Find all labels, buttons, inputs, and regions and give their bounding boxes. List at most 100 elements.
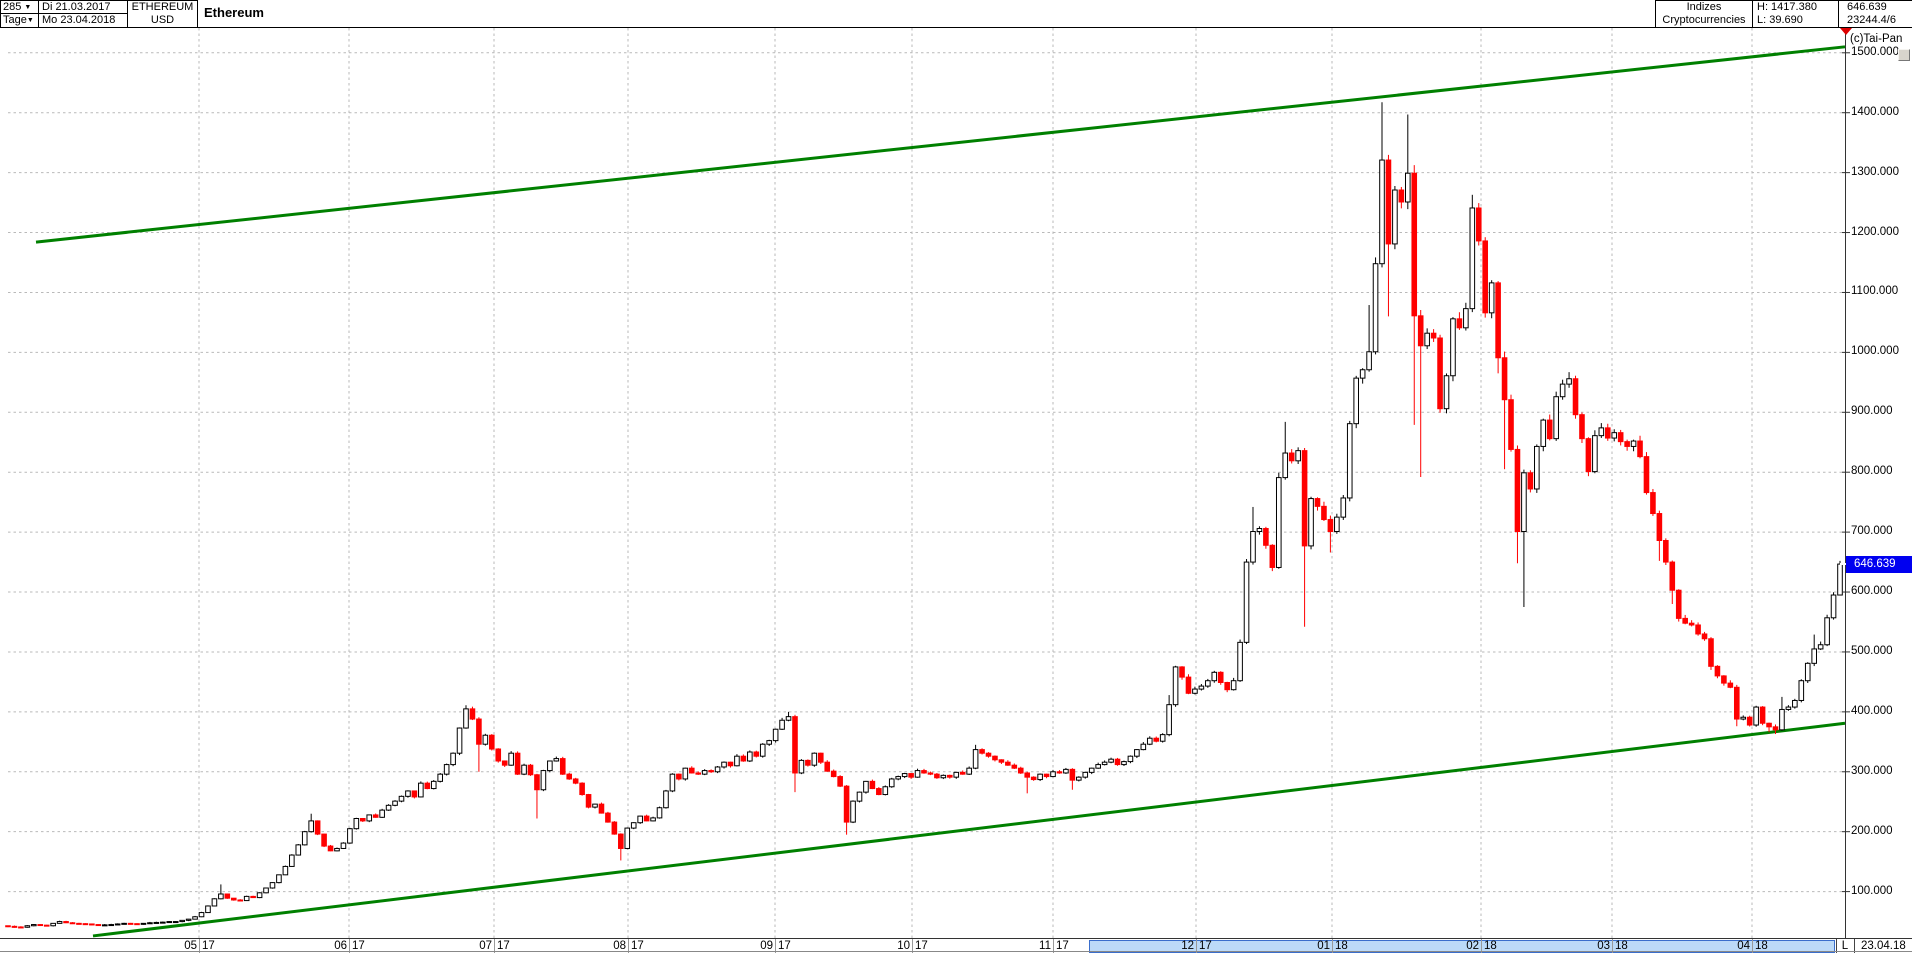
candle: [1637, 435, 1643, 459]
candle: [1824, 614, 1830, 647]
candle: [708, 769, 714, 773]
candle: [817, 752, 824, 764]
copyright-watermark: (c)Tai-Pan: [1850, 33, 1903, 45]
candle: [437, 773, 443, 783]
candle: [1366, 305, 1372, 372]
category-cell[interactable]: Indizes Cryptocurrencies: [1655, 0, 1752, 27]
candle: [721, 761, 727, 769]
candle: [618, 833, 624, 861]
candle: [863, 780, 869, 794]
candle: [843, 785, 850, 835]
x-axis-tick: [1332, 939, 1333, 953]
candle: [101, 924, 108, 927]
symbol-name: ETHEREUM: [131, 1, 194, 13]
candle: [31, 924, 37, 927]
y-axis-label: 800.000: [1851, 465, 1893, 478]
candle: [779, 717, 785, 730]
candle: [895, 775, 901, 781]
candle: [1553, 391, 1559, 441]
candle: [76, 922, 82, 925]
candle: [1701, 631, 1708, 641]
lower-channel-trendline[interactable]: [92, 721, 1846, 938]
last-price-value: 646.639: [1847, 1, 1887, 13]
candle: [1211, 670, 1218, 683]
candle: [1708, 637, 1714, 670]
symbol-currency: USD: [150, 14, 175, 26]
bars-count-dropdown[interactable]: 285 ▼: [3, 1, 38, 14]
candle: [1159, 733, 1166, 743]
candle: [1076, 776, 1082, 782]
y-axis-label: 500.000: [1851, 644, 1893, 657]
candle: [508, 751, 514, 766]
candle: [1688, 620, 1695, 627]
x-axis-month-label: 02: [1466, 940, 1479, 952]
x-axis-month-label: 05: [184, 940, 197, 952]
candle: [772, 728, 779, 743]
candle: [998, 759, 1005, 764]
candle: [1585, 437, 1592, 477]
candle: [798, 759, 805, 775]
x-axis-month-label: 11: [1039, 940, 1051, 952]
axis-corner-button[interactable]: [1898, 49, 1910, 61]
candle: [1411, 165, 1418, 425]
candle: [1205, 678, 1211, 688]
candle: [1385, 154, 1392, 317]
candle: [224, 893, 231, 899]
x-axis-tick: [628, 939, 629, 953]
x-axis-year-label: 17: [915, 940, 928, 952]
upper-channel-trendline[interactable]: [35, 45, 1846, 244]
candle: [1198, 684, 1205, 691]
period-dropdown[interactable]: Tage▼: [3, 14, 38, 27]
candle: [147, 921, 153, 925]
candle: [1308, 496, 1314, 550]
candle: [1766, 722, 1772, 733]
candle: [572, 777, 579, 785]
candle: [1069, 768, 1076, 790]
candle: [566, 772, 573, 780]
date-from: Di 21.03.2017: [42, 1, 111, 13]
candle: [1817, 641, 1824, 650]
candle: [476, 717, 482, 772]
candle: [1417, 310, 1424, 477]
x-axis-month-label: 10: [897, 940, 910, 952]
candle: [972, 744, 979, 770]
candle: [766, 739, 772, 746]
time-axis-separator: [1854, 939, 1855, 953]
candle: [727, 761, 734, 768]
candle: [134, 923, 140, 926]
candle: [1030, 776, 1037, 781]
candle: [1753, 705, 1759, 727]
candle: [747, 750, 753, 763]
candle: [605, 811, 611, 823]
low-value: L: 39.690: [1757, 14, 1803, 26]
candle: [1772, 724, 1779, 735]
candle: [1146, 736, 1153, 746]
x-axis-tick: [1053, 939, 1054, 953]
candle: [947, 774, 953, 779]
candle: [366, 814, 373, 823]
candle: [1733, 684, 1740, 727]
candle: [314, 820, 321, 836]
candle: [205, 905, 211, 914]
candle: [1088, 767, 1095, 775]
candle: [1540, 418, 1547, 452]
candle: [592, 803, 598, 809]
candle: [1101, 760, 1108, 766]
candle: [1779, 696, 1785, 731]
candle: [1017, 766, 1024, 774]
candle: [1488, 280, 1495, 319]
candle: [901, 772, 908, 779]
candle: [1521, 469, 1527, 608]
symbol-cell[interactable]: ETHEREUM USD: [128, 0, 198, 27]
candle: [940, 774, 947, 780]
candle: [276, 874, 282, 884]
candle: [1424, 328, 1430, 350]
candle: [734, 754, 740, 767]
high-marker-icon: [1840, 28, 1852, 35]
x-axis-month-label: 06: [334, 940, 347, 952]
candle: [1269, 544, 1276, 572]
candle: [353, 817, 360, 830]
x-axis-month-label: 01: [1317, 940, 1330, 952]
candle: [495, 748, 502, 763]
